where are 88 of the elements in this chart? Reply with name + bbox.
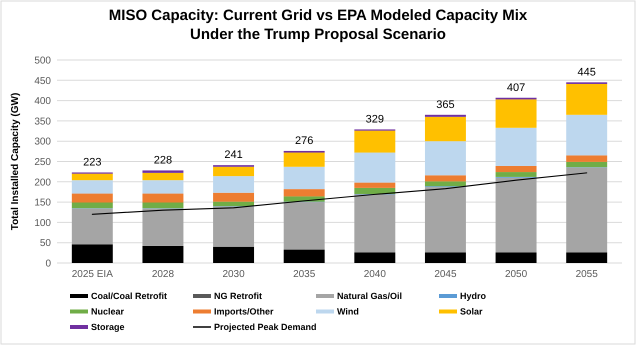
bar	[284, 250, 325, 263]
bar	[496, 252, 537, 263]
legend-label: Imports/Other	[214, 306, 274, 317]
total-label: 329	[366, 113, 384, 126]
x-tick-label: 2030	[222, 269, 246, 280]
legend-label: Storage	[91, 322, 125, 332]
bar	[354, 130, 396, 153]
bar	[354, 188, 396, 194]
bar	[142, 202, 184, 208]
bar	[142, 172, 184, 180]
bar	[354, 152, 396, 183]
bar	[566, 162, 608, 168]
x-tick-label: 2050	[504, 269, 528, 280]
bar	[284, 202, 325, 250]
legend-label: Nuclear	[91, 306, 125, 317]
total-label: 228	[154, 154, 172, 166]
bar	[566, 168, 608, 252]
y-tick-label: 50	[40, 238, 52, 250]
bar	[496, 166, 537, 172]
y-tick-label: 200	[34, 177, 52, 188]
bar	[284, 189, 325, 196]
bar	[566, 84, 608, 115]
x-tick-label: 2028	[152, 269, 174, 280]
bar	[354, 252, 396, 263]
bar	[496, 172, 537, 177]
bar	[566, 155, 608, 162]
bar	[424, 141, 466, 176]
bar	[142, 208, 184, 246]
total-label: 241	[224, 149, 243, 162]
chart-title: MISO Capacity: Current Grid vs EPA Modeled Capacity Mix Under the Trump Proposal Scenario	[108, 7, 528, 43]
x-tick-label: 2025 EIA	[72, 269, 114, 280]
bar	[424, 175, 466, 182]
bar	[72, 180, 113, 194]
bar	[424, 116, 466, 142]
bar	[496, 99, 537, 128]
bar	[284, 152, 325, 167]
bar	[213, 176, 254, 193]
bar	[566, 252, 608, 263]
bar	[72, 208, 113, 244]
total-label: 365	[436, 98, 455, 111]
bar	[72, 244, 113, 263]
y-tick-label: 100	[34, 218, 52, 229]
legend-label: Hydro	[460, 291, 487, 302]
legend-label: Projected Peak Demand	[214, 322, 317, 332]
y-tick-label: 400	[34, 96, 52, 108]
bar	[566, 114, 608, 156]
bar	[496, 128, 537, 166]
y-tick-label: 500	[34, 56, 52, 66]
bar	[424, 187, 466, 252]
legend-label: Wind	[337, 306, 359, 317]
bar	[213, 246, 254, 263]
bar	[424, 181, 466, 186]
total-label: 407	[506, 82, 526, 94]
bar	[142, 170, 184, 173]
y-tick-label: 150	[34, 198, 52, 209]
bar	[424, 252, 466, 263]
x-tick-label: 2045	[434, 269, 457, 280]
legend-label: Natural Gas/Oil	[337, 291, 402, 302]
total-label: 445	[578, 66, 596, 78]
line-series	[92, 172, 588, 215]
x-tick-label: 2040	[364, 269, 386, 280]
y-tick-label: 350	[34, 116, 52, 128]
bar	[142, 246, 184, 263]
legend-label: NG Retrofit	[214, 291, 262, 302]
bar	[72, 174, 113, 180]
legend-label: Coal/Coal Retrofit	[91, 291, 168, 302]
bar	[72, 202, 113, 208]
bar	[142, 180, 184, 194]
bar	[354, 194, 396, 252]
bar	[213, 206, 254, 247]
y-tick-label: 250	[34, 157, 52, 168]
y-tick-label: 0	[45, 258, 52, 270]
y-tick-label: 300	[34, 136, 52, 148]
x-tick-label: 2035	[293, 269, 316, 280]
x-tick-label: 2055	[576, 269, 598, 280]
bar	[354, 182, 396, 188]
legend-label: Solar	[460, 306, 484, 317]
y-tick-label: 450	[34, 76, 52, 87]
bar	[142, 194, 184, 203]
bar	[213, 202, 254, 206]
bar	[213, 192, 254, 202]
bar	[284, 166, 325, 190]
bar	[72, 194, 113, 203]
bar	[496, 178, 537, 252]
bar	[213, 166, 254, 176]
y-axis-title: Total Installed Capacity (GW)	[10, 92, 21, 230]
total-label: 276	[295, 134, 314, 147]
total-label: 223	[83, 156, 102, 168]
